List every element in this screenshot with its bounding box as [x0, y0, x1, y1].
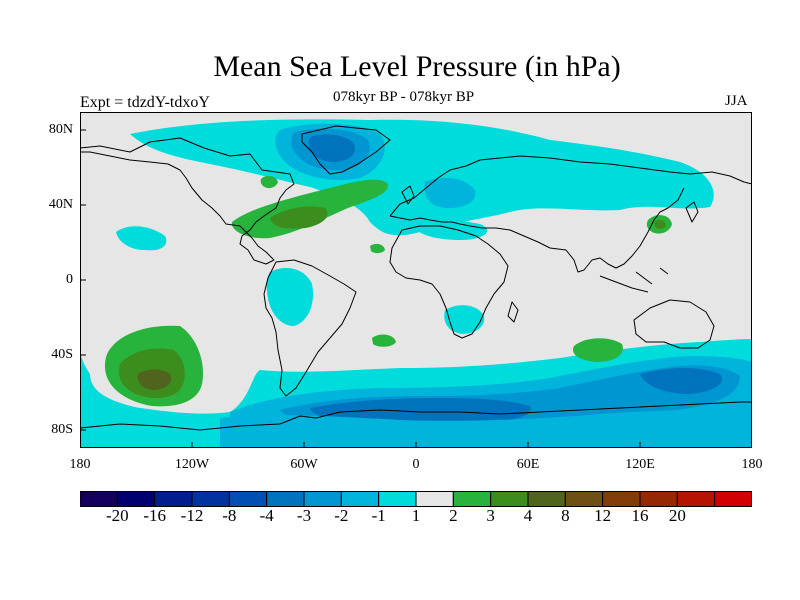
coast-africa [389, 225, 509, 339]
colorbar-swatch [415, 491, 454, 507]
colorbar-tick-label: 2 [449, 506, 458, 525]
coastlines [80, 125, 752, 431]
map-panel [80, 112, 752, 448]
colorbar-tick-label: 16 [631, 506, 649, 525]
lon-label: 120E [625, 457, 655, 472]
contour-med-cyan [410, 218, 488, 240]
colorbar-swatch [378, 491, 417, 507]
lat-label: 80N [48, 122, 73, 137]
coast-north-america [80, 137, 295, 265]
colorbar-swatch [154, 491, 193, 507]
colorbar-tick-label: -2 [334, 506, 349, 525]
colorbar-tick-label: 1 [411, 506, 421, 525]
contour-sepac-plus3 [137, 369, 172, 390]
coast-madagascar [507, 301, 519, 323]
contour-southern-minus4 [310, 368, 723, 424]
colorbar [80, 491, 752, 507]
colorbar-swatch [303, 491, 342, 507]
contour-europe-minus2 [424, 177, 476, 208]
experiment-label: Expt = tdzdY-tdxoY [80, 94, 210, 111]
coast-eurasia [389, 155, 752, 273]
coast-greenland [301, 125, 391, 175]
lon-label: 180 [69, 457, 91, 472]
contour-canada-plus1 [260, 175, 278, 189]
colorbar-swatch [714, 491, 752, 507]
contour-arctic-cyan [130, 119, 714, 236]
colorbar-swatch [639, 491, 678, 507]
contour-china-plus2 [654, 219, 666, 230]
colorbar-tick-label: 20 [668, 506, 686, 525]
lat-label: 0 [66, 272, 73, 287]
lon-label: 60E [516, 457, 540, 472]
colorbar-tick-label: -3 [296, 506, 312, 525]
lat-label: 40S [51, 347, 73, 362]
colorbar-swatch [228, 491, 268, 507]
colorbar-swatch [191, 491, 230, 507]
colorbar-tick-label: -12 [180, 506, 204, 525]
lon-label: 0 [412, 457, 420, 472]
season-label: JJA [725, 93, 748, 109]
contour-greenland-minus4 [308, 134, 356, 162]
contour-atl-plus1 [370, 243, 385, 254]
contour-antarctic-minus2 [220, 409, 752, 448]
colorbar-tick-label: 3 [486, 506, 495, 525]
colorbar-swatch [490, 491, 529, 507]
lon-label: 60W [290, 457, 318, 472]
colorbar-tick-label: -20 [105, 506, 129, 525]
colorbar-swatch [602, 491, 641, 507]
contour-pacific-cyan [116, 226, 167, 251]
coast-south-america [263, 259, 357, 397]
colorbar-swatch [266, 491, 305, 507]
lon-label: 120W [174, 457, 210, 472]
lat-label: 80S [51, 422, 73, 437]
coast-australia [633, 299, 715, 349]
contour-indian-plus1 [572, 338, 623, 362]
colorbar-tick-label: 4 [523, 506, 533, 525]
lon-label: 180 [741, 457, 763, 472]
contour-natl-plus2 [270, 206, 328, 229]
contour-satl-plus1 [372, 334, 396, 347]
colorbar-tick-label: -8 [222, 506, 237, 525]
contour-safrica-cyan [444, 305, 485, 334]
plot-title: Mean Sea Level Pressure (in hPa) [213, 50, 621, 83]
colorbar-swatch [564, 491, 604, 507]
contour-trop-pac-cyan [266, 268, 314, 326]
coast-antarctica [80, 401, 752, 431]
colorbar-tick-label: 8 [561, 506, 570, 525]
colorbar-swatch [676, 491, 716, 507]
colorbar-tick-label: -1 [371, 506, 386, 525]
coast-indonesia [599, 267, 669, 293]
coast-japan [685, 201, 699, 223]
colorbar-swatch [340, 491, 380, 507]
colorbar-swatch [527, 491, 566, 507]
colorbar-tick-label: -16 [143, 506, 166, 525]
colorbar-tick-label: 12 [594, 506, 612, 525]
colorbar-swatch [80, 491, 118, 507]
colorbar-swatch [116, 491, 156, 507]
plot-subtitle: 078kyr BP - 078kyr BP [333, 89, 475, 105]
lat-label: 40N [48, 197, 73, 212]
coast-british-isles [401, 185, 415, 205]
map-frame [80, 112, 752, 448]
colorbar-swatch [452, 491, 492, 507]
colorbar-tick-label: -4 [259, 506, 274, 525]
